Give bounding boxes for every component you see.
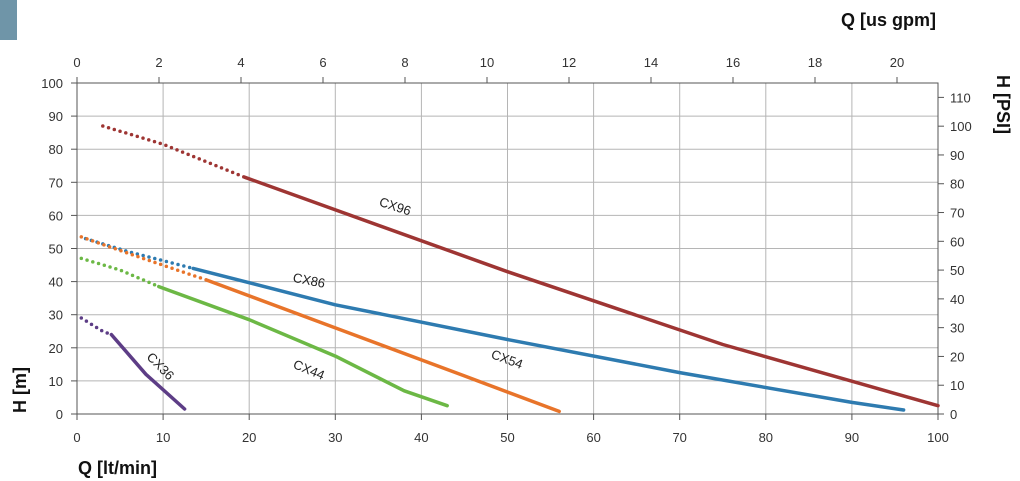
x2-tick-label: 16 <box>726 55 740 70</box>
x-tick-label: 100 <box>927 430 949 445</box>
series-label-cx44: CX44 <box>291 357 327 383</box>
y2-axis-title: H [PSI] <box>993 75 1013 134</box>
series-lines <box>79 124 940 414</box>
x2-tick-label: 18 <box>808 55 822 70</box>
series-cx86-dotted-line <box>83 236 195 271</box>
y2-tick-label: 0 <box>950 407 957 422</box>
series-cx44-line <box>157 284 449 408</box>
y-tick-label: 20 <box>49 341 63 356</box>
y-tick-label: 60 <box>49 208 63 223</box>
x-tick-label: 50 <box>500 430 514 445</box>
y-tick-label: 0 <box>56 407 63 422</box>
y2-tick-label: 100 <box>950 119 972 134</box>
x-tick-label: 40 <box>414 430 428 445</box>
x2-tick-label: 10 <box>480 55 494 70</box>
x-tick-label: 70 <box>672 430 686 445</box>
y2-tick-label: 90 <box>950 148 964 163</box>
x-tick-label: 20 <box>242 430 256 445</box>
corner-accent-tab <box>0 0 17 40</box>
x-tick-label: 80 <box>759 430 773 445</box>
x-tick-label: 10 <box>156 430 170 445</box>
x-tick-label: 30 <box>328 430 342 445</box>
y-tick-label: 100 <box>41 76 63 91</box>
x2-tick-label: 14 <box>644 55 658 70</box>
x2-tick-label: 8 <box>401 55 408 70</box>
y-tick-label: 80 <box>49 142 63 157</box>
y-tick-label: 30 <box>49 308 63 323</box>
y2-tick-label: 110 <box>950 90 971 105</box>
series-cx54-dotted-line <box>79 235 208 282</box>
series-cx96-dotted-line <box>101 124 247 180</box>
y2-tick-label: 40 <box>950 292 964 307</box>
series-cx86-line <box>191 266 906 412</box>
y-tick-label: 70 <box>49 175 63 190</box>
x2-tick-label: 12 <box>562 55 576 70</box>
x2-tick-label: 20 <box>890 55 904 70</box>
y2-tick-label: 80 <box>950 177 964 192</box>
y-tick-label: 90 <box>49 109 63 124</box>
x-tick-label: 0 <box>73 430 80 445</box>
series-cx54-line <box>204 278 561 414</box>
x2-tick-label: 4 <box>237 55 244 70</box>
y2-tick-label: 50 <box>950 263 964 278</box>
x2-tick-label: 0 <box>73 55 80 70</box>
x-axis-title: Q [lt/min] <box>78 458 157 478</box>
y-tick-label: 50 <box>49 242 63 257</box>
y-axis-title: H [m] <box>10 367 30 413</box>
x2-axis-title: Q [us gpm] <box>841 10 936 30</box>
tick-labels: 0 10 20 30 40 50 60 70 80 90 100010203040506070809… <box>41 55 971 445</box>
y2-tick-label: 30 <box>950 321 964 336</box>
x-tick-label: 60 <box>586 430 600 445</box>
series-cx96-line <box>243 175 940 408</box>
y2-tick-label: 60 <box>950 234 964 249</box>
axes-frame <box>71 77 944 420</box>
series-cx36-line <box>109 332 187 411</box>
y2-tick-label: 70 <box>950 206 964 221</box>
plot-area-border <box>76 82 939 415</box>
series-label-cx86: CX86 <box>292 270 327 291</box>
y2-tick-label: 20 <box>950 349 964 364</box>
y-tick-label: 40 <box>49 275 63 290</box>
x2-tick-label: 2 <box>155 55 162 70</box>
y-tick-label: 10 <box>49 374 63 389</box>
series-cx44-dotted-line <box>79 256 161 289</box>
x-tick-label: 90 <box>845 430 859 445</box>
x2-tick-label: 6 <box>319 55 326 70</box>
series-label-cx96: CX96 <box>377 194 413 218</box>
series-cx36-dotted-line <box>79 316 114 337</box>
y2-tick-label: 10 <box>950 378 964 393</box>
